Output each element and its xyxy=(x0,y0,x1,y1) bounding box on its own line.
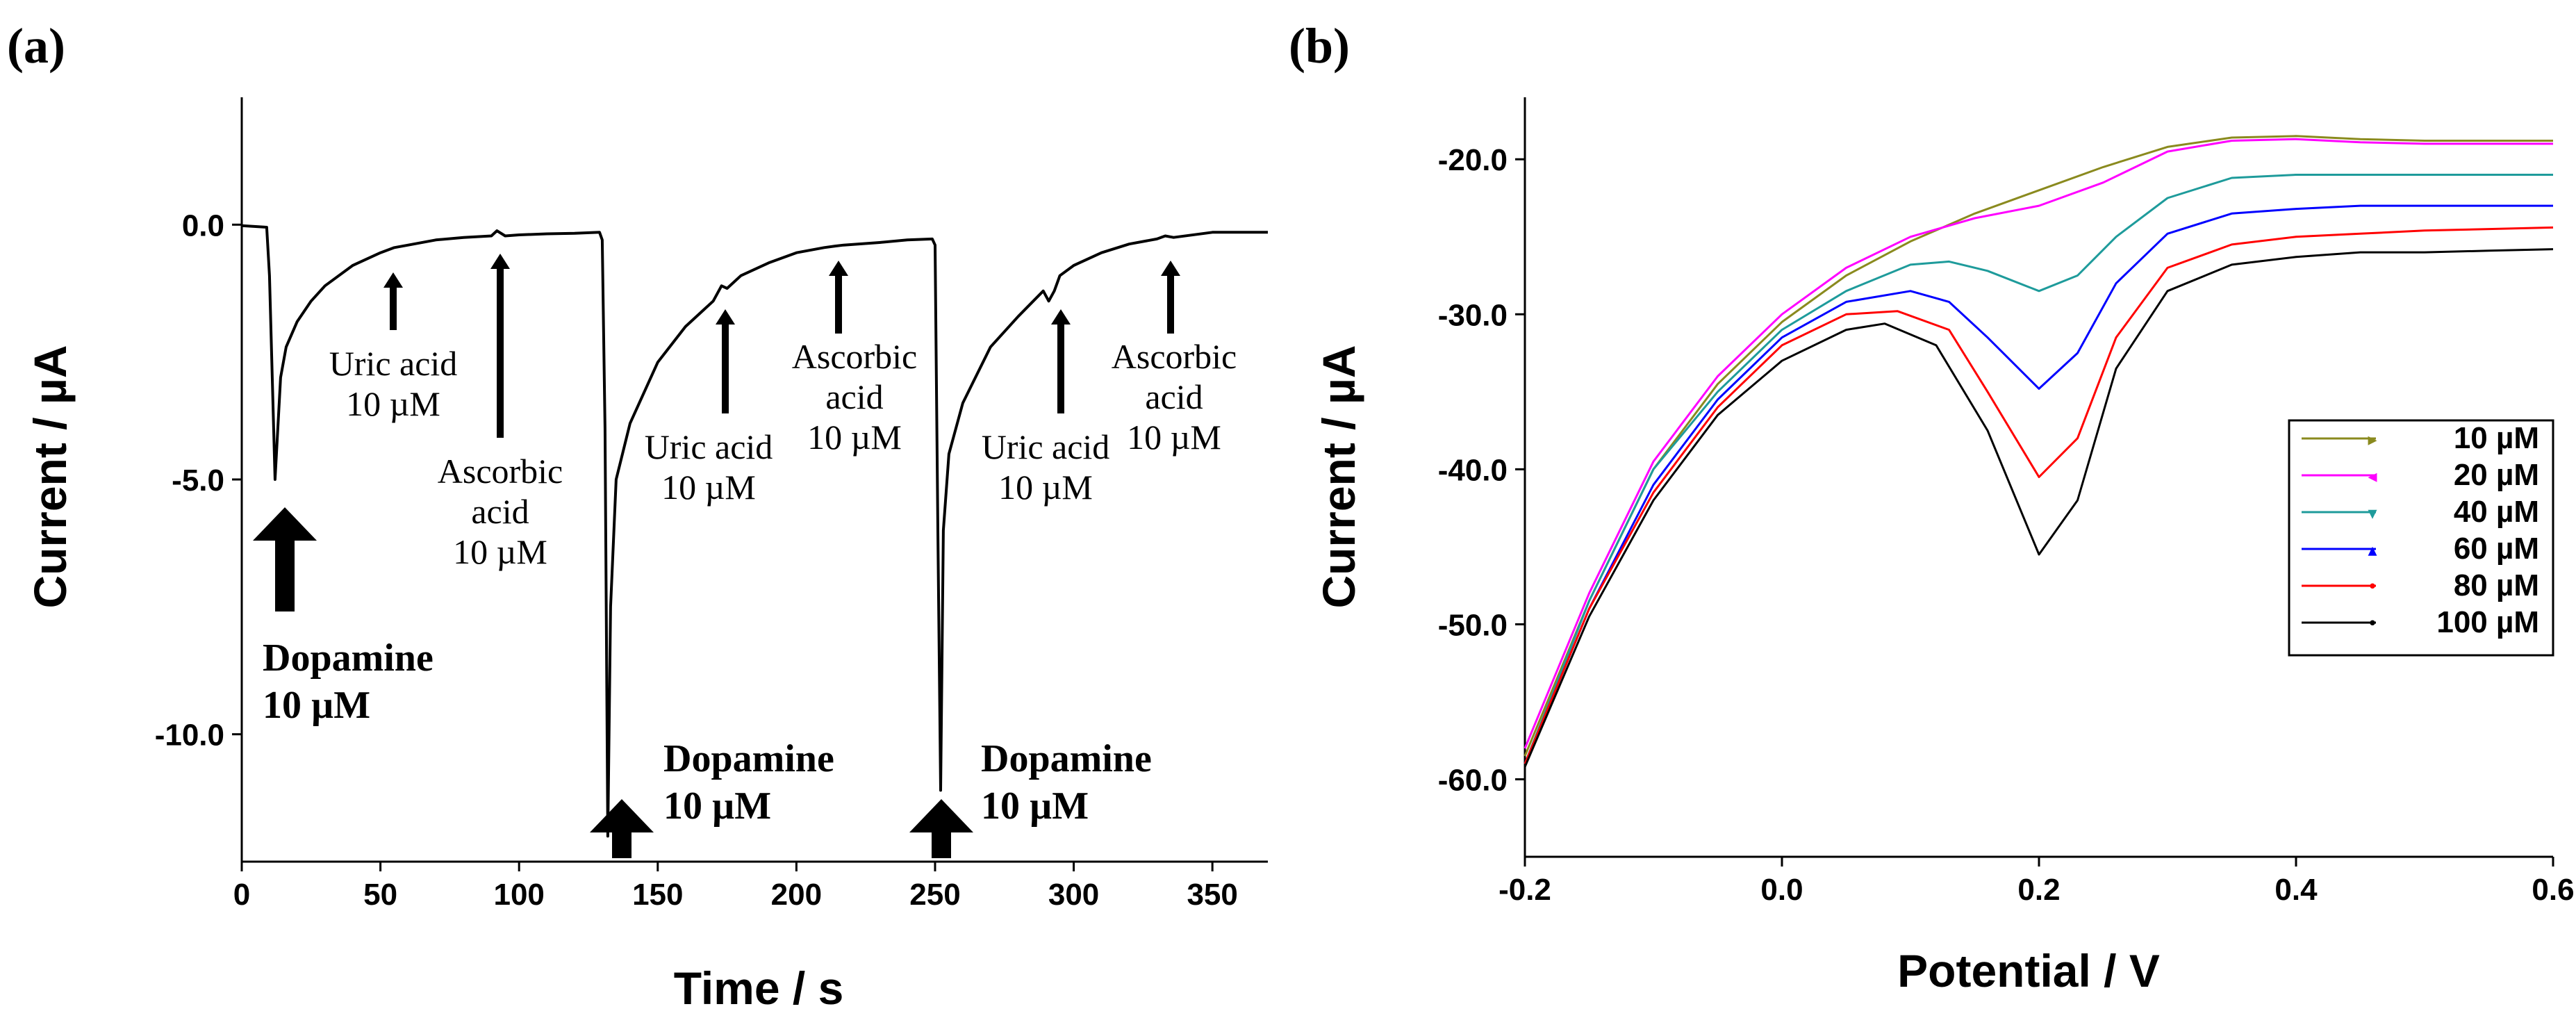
panel-b-legend-marker: ▴ xyxy=(2368,540,2377,561)
panel-b-series-line xyxy=(1524,204,2553,764)
panel-b-legend-marker: • xyxy=(2367,614,2377,634)
panel-a-annotation-text: acid xyxy=(471,492,529,531)
panel-b-series-line xyxy=(1524,248,2554,768)
panel-a-x-tick-label: 200 xyxy=(771,878,822,912)
panel-a-annotation-text: Dopamine xyxy=(263,637,434,680)
panel-b-legend-label: 20 µM xyxy=(2454,458,2539,492)
panel-b: (b) -0.2 0.0 0.2 0.4 0.6 -20.0 -30.0 -40.0 -50.0… xyxy=(1289,18,2575,996)
panel-a-series-line xyxy=(241,224,1268,838)
panel-b-y-tick-label: -40.0 xyxy=(1438,453,1508,487)
panel-b-legend-marker: • xyxy=(2367,577,2377,598)
panel-a-annotation-text: Uric acid xyxy=(982,427,1110,466)
panel-b-label: (b) xyxy=(1289,18,1350,74)
panel-b-legend-marker: ▸ xyxy=(2368,429,2377,450)
panel-a-annotation-text: Dopamine xyxy=(981,737,1152,780)
panel-a-dopamine-arrow xyxy=(253,507,317,611)
panel-b-legend-marker: ▾ xyxy=(2368,503,2377,524)
panel-b-y-tick-label: -50.0 xyxy=(1438,608,1508,642)
panel-a-annotation-text: 10 µM xyxy=(661,468,756,507)
panel-a-annotation-text: 10 µM xyxy=(663,785,771,828)
panel-b-legend-marker: ◂ xyxy=(2368,466,2377,487)
panel-a-x-tick-label: 300 xyxy=(1048,878,1099,912)
panel-a-dopamine-arrow xyxy=(590,799,654,858)
panel-b-plot-area: -0.2 0.0 0.2 0.4 0.6 -20.0 -30.0 -40.0 -50.0 -60.… xyxy=(1438,97,2575,907)
panel-a-annotation-text: acid xyxy=(1145,377,1203,416)
panel-b-legend-label: 10 µM xyxy=(2454,421,2539,455)
panel-b-series-line xyxy=(1524,174,2553,764)
panel-a-annotation-text: 10 µM xyxy=(453,532,547,571)
panel-a-annotation-text: 10 µM xyxy=(346,384,440,423)
panel-b-legend: ▸ 10 µM ◂ 20 µM ▾ 40 µM ▴ 60 µM • 80 µM • 100 µM xyxy=(2288,419,2554,657)
panel-a-x-tick-label: 150 xyxy=(632,878,683,912)
panel-b-x-tick-label: -0.2 xyxy=(1498,873,1551,907)
panel-a-injection-arrow xyxy=(716,309,735,413)
panel-a-y-tick-label: 0.0 xyxy=(182,208,224,243)
panel-a-y-tick-label: -5.0 xyxy=(172,463,224,498)
panel-b-x-tick-label: 0.2 xyxy=(2017,873,2060,907)
panel-a-annotation-text: Ascorbic xyxy=(1112,337,1237,376)
panel-a-injection-arrow xyxy=(490,254,510,438)
panel-a: (a) 0 50 100 150 200 250 300 350 0.0 -5.0 -10.0 Dop… xyxy=(7,18,1268,1014)
panel-b-series-line xyxy=(1524,226,2554,764)
panel-a-injection-arrow xyxy=(1051,309,1071,413)
panel-b-y-tick-label: -30.0 xyxy=(1438,298,1508,332)
panel-a-plot-area: 0 50 100 150 200 250 300 350 0.0 -5.0 -10.0 Dopamin… xyxy=(155,97,1268,912)
panel-b-legend-label: 60 µM xyxy=(2454,532,2539,566)
panel-a-y-tick-label: -10.0 xyxy=(155,719,224,753)
panel-a-ylabel: Current / µA xyxy=(24,345,76,608)
panel-a-x-tick-label: 50 xyxy=(363,878,397,912)
panel-b-ylabel: Current / µA xyxy=(1313,345,1364,608)
panel-b-legend-label: 100 µM xyxy=(2436,605,2539,639)
panel-a-annotation-text: acid xyxy=(825,377,883,416)
panel-a-xlabel: Time / s xyxy=(674,962,844,1014)
panel-a-annotation-text: Uric acid xyxy=(645,427,773,466)
panel-b-x-tick-label: 0.4 xyxy=(2274,873,2318,907)
panel-a-injection-arrow xyxy=(383,272,403,330)
panel-a-annotation-text: Ascorbic xyxy=(438,452,563,491)
panel-a-annotation-text: 10 µM xyxy=(263,684,370,727)
panel-a-annotation-text: Dopamine xyxy=(663,737,834,780)
panel-b-xlabel: Potential / V xyxy=(1897,945,2160,996)
panel-b-series-line xyxy=(1524,138,2553,749)
panel-a-annotation-text: 10 µM xyxy=(1127,418,1221,457)
panel-b-legend-label: 80 µM xyxy=(2454,568,2539,602)
panel-a-dopamine-arrow xyxy=(909,799,973,858)
panel-b-x-tick-label: 0.0 xyxy=(1760,873,1803,907)
panel-b-series-line xyxy=(1524,135,2553,757)
panel-b-y-tick-label: -20.0 xyxy=(1438,143,1508,177)
panel-a-label: (a) xyxy=(7,18,65,74)
panel-a-annotation-text: 10 µM xyxy=(998,468,1093,507)
panel-b-legend-label: 40 µM xyxy=(2454,495,2539,529)
panel-b-x-tick-label: 0.6 xyxy=(2532,873,2574,907)
panel-a-annotation-text: Uric acid xyxy=(329,344,458,383)
panel-b-y-tick-label: -60.0 xyxy=(1438,763,1508,797)
panel-a-x-tick-label: 0 xyxy=(233,878,250,912)
panel-a-annotation-text: 10 µM xyxy=(981,785,1089,828)
panel-a-x-tick-label: 100 xyxy=(493,878,544,912)
panel-a-x-tick-label: 250 xyxy=(909,878,960,912)
panel-a-annotation-text: Ascorbic xyxy=(792,337,918,376)
panel-a-injection-arrow xyxy=(829,261,848,334)
panel-a-annotation-text: 10 µM xyxy=(807,418,902,457)
panel-a-injection-arrow xyxy=(1161,261,1180,334)
panel-a-x-tick-label: 350 xyxy=(1187,878,1237,912)
panel-b-legend-box xyxy=(2288,419,2554,657)
